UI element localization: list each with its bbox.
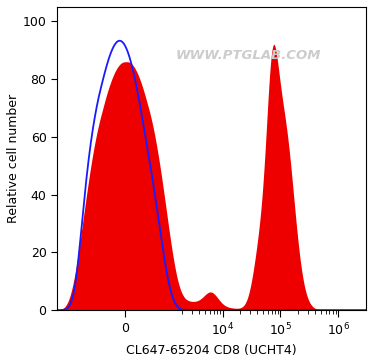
Text: WWW.PTGLAB.COM: WWW.PTGLAB.COM <box>176 49 321 62</box>
Y-axis label: Relative cell number: Relative cell number <box>7 94 20 223</box>
X-axis label: CL647-65204 CD8 (UCHT4): CL647-65204 CD8 (UCHT4) <box>126 344 297 357</box>
